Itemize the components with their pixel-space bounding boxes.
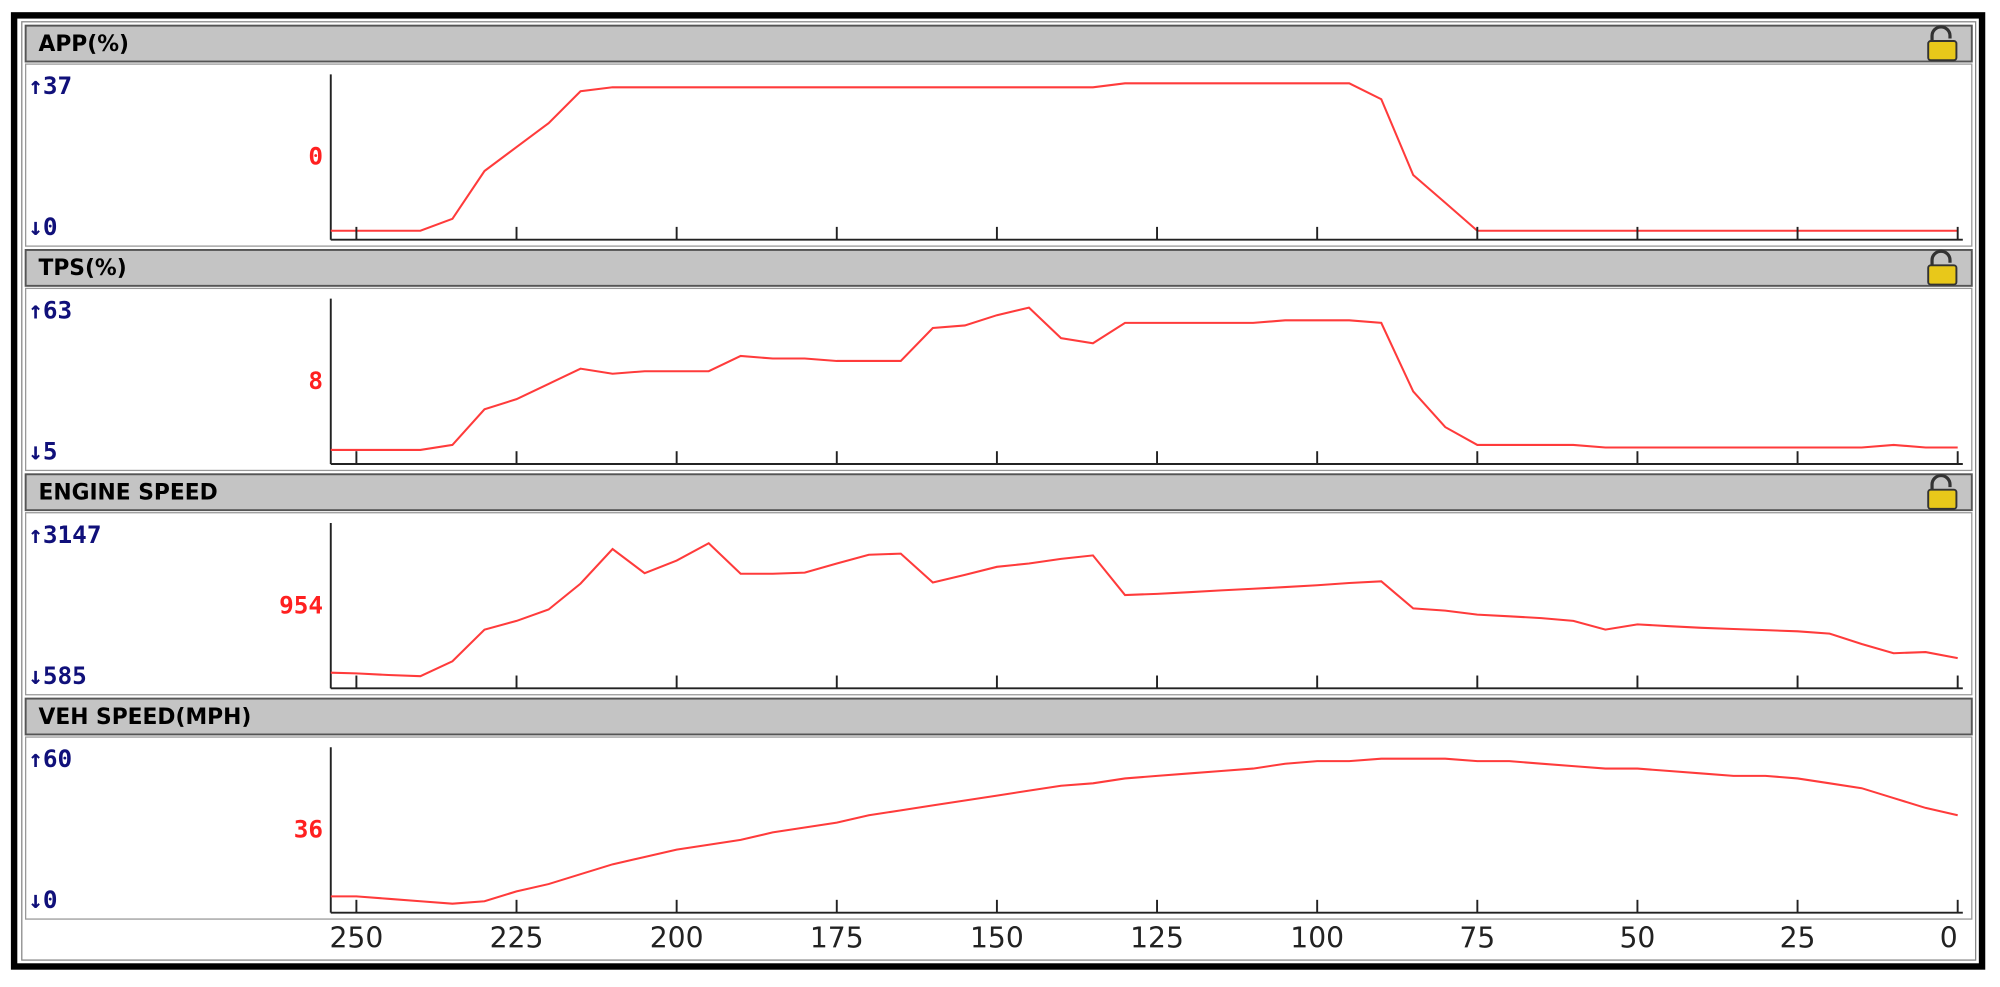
x-tick-label: 250: [329, 922, 383, 955]
x-tick-label: 200: [650, 922, 704, 955]
panel-header: [24, 697, 1973, 736]
lock-body: [1927, 264, 1958, 286]
plot-area: [25, 287, 1973, 472]
x-tick-label: 225: [490, 922, 544, 955]
lock-shackle: [1930, 25, 1952, 43]
x-tick-label: 0: [1940, 922, 1958, 955]
lock-shackle: [1930, 473, 1952, 491]
data-line: [330, 541, 1958, 678]
y-limit-label: ↑60: [28, 744, 72, 773]
plot-area: [25, 736, 1973, 920]
x-tick-label: 150: [970, 922, 1024, 955]
panel-title: VEH SPEED(MPH): [38, 705, 251, 730]
panel-title: APP(%): [38, 32, 129, 57]
panel-header: [24, 473, 1973, 512]
x-tick-label: 175: [810, 922, 864, 955]
y-limit-label: ↑3147: [28, 520, 101, 549]
current-value: 0: [308, 142, 323, 171]
current-value: 954: [279, 590, 323, 619]
current-value: 36: [294, 815, 323, 844]
x-tick-label: 75: [1459, 922, 1495, 955]
plot-area: [25, 63, 1973, 247]
inner-frame: [21, 21, 1977, 961]
y-limit-label: ↓585: [28, 661, 87, 690]
x-tick-label: 125: [1130, 922, 1184, 955]
panel-header: [24, 248, 1973, 287]
data-line: [330, 757, 1958, 905]
lock-body: [1927, 40, 1958, 62]
panel-header: [24, 24, 1973, 63]
y-limit-label: ↑37: [28, 71, 72, 100]
x-tick-label: 50: [1619, 922, 1655, 955]
y-limit-label: ↓0: [28, 885, 57, 914]
x-tick-label: 100: [1290, 922, 1344, 955]
panel-title: TPS(%): [38, 256, 126, 281]
data-line: [330, 82, 1958, 232]
lock-icon: [1927, 25, 1958, 62]
y-limit-label: ↓5: [28, 436, 57, 465]
x-tick-label: 25: [1780, 922, 1816, 955]
lock-icon: [1927, 473, 1958, 510]
current-value: 8: [308, 366, 323, 395]
y-limit-label: ↓0: [28, 212, 57, 241]
data-line: [330, 306, 1958, 451]
lock-shackle: [1930, 249, 1952, 267]
lock-icon: [1927, 249, 1958, 286]
panel-title: ENGINE SPEED: [38, 481, 217, 506]
lock-body: [1927, 488, 1958, 510]
plot-area: [25, 512, 1973, 696]
y-limit-label: ↑63: [28, 295, 72, 324]
